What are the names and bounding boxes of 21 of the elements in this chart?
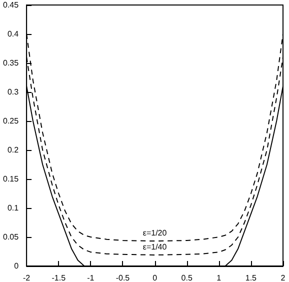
x-tick-label: 0 [152, 274, 158, 282]
x-tick-label: 0.5 [181, 274, 193, 282]
x-tick-label: -1 [87, 274, 95, 282]
x-tick-label: 1.5 [245, 274, 258, 282]
y-tick-label: 0.35 [2, 58, 20, 68]
x-tick-label: 1 [216, 274, 222, 282]
y-tick-label: 0.2 [7, 146, 20, 154]
annotation: ε=1/20 [142, 228, 168, 238]
y-tick-label: 0.3 [7, 88, 20, 96]
y-tick-label: 0.05 [2, 232, 20, 242]
y-tick-label: 0.15 [2, 174, 20, 184]
y-tick-label: 0 [14, 262, 20, 270]
x-tick-label: -1.5 [52, 274, 66, 282]
x-tick-label: 2 [280, 274, 286, 282]
x-tick-label: -0.5 [116, 274, 130, 282]
y-tick-label: 0.1 [7, 204, 20, 212]
y-tick-label: 0.45 [2, 0, 20, 10]
x-tick-label: -2 [23, 274, 31, 282]
y-tick-label: 0.4 [7, 30, 20, 38]
annotation: ε=1/40 [142, 242, 168, 252]
y-tick-label: 0.25 [2, 116, 20, 126]
